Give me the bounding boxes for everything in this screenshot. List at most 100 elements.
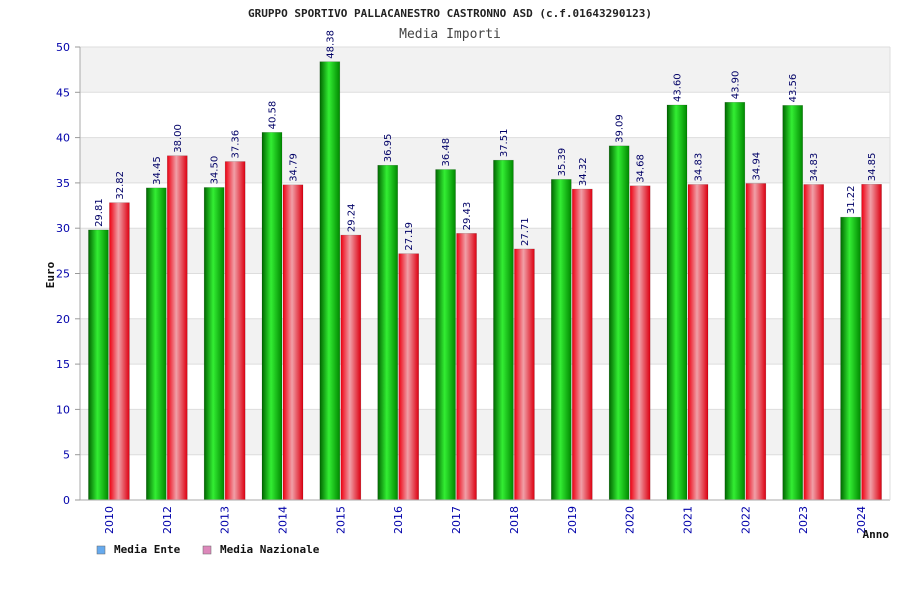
data-label-media-nazionale: 34.94 [751, 152, 762, 181]
legend-swatch-media-ente [96, 545, 106, 555]
x-tick-label: 2021 [682, 506, 695, 534]
y-tick-label: 0 [63, 494, 70, 507]
data-label-media-nazionale: 34.83 [694, 153, 705, 182]
bar-media-nazionale [629, 185, 651, 501]
grid-band [80, 47, 890, 93]
y-axis-label: Euro [44, 261, 57, 288]
y-tick-label: 45 [56, 86, 70, 99]
bar-media-nazionale [340, 234, 362, 501]
data-label-media-ente: 35.39 [557, 148, 568, 177]
grid-band [80, 137, 890, 183]
y-tick-label: 5 [63, 449, 70, 462]
x-tick-label: 2020 [624, 506, 637, 534]
y-tick-label: 25 [56, 268, 70, 281]
data-label-media-ente: 34.50 [210, 156, 221, 185]
legend: Media Ente Media Nazionale [96, 543, 320, 556]
x-tick-label: 2012 [161, 506, 174, 534]
bar-media-nazionale [398, 253, 419, 501]
data-labels: 29.81 32.82 34.45 38.00 34.50 37.36 40.58 34.79… [94, 30, 878, 251]
x-tick-label: 2023 [797, 506, 810, 534]
bar-media-ente [377, 164, 398, 501]
data-label-media-ente: 39.09 [615, 114, 626, 143]
data-label-media-ente: 40.58 [268, 101, 279, 130]
bar-media-ente [146, 187, 167, 501]
bar-media-ente [319, 61, 341, 501]
data-label-media-ente: 43.56 [788, 74, 799, 103]
bar-media-nazionale [109, 202, 130, 501]
x-tick-label: 2013 [219, 506, 232, 534]
bar-media-ente [493, 159, 514, 501]
bar-media-nazionale [167, 155, 188, 501]
data-label-media-nazionale: 29.43 [462, 202, 473, 231]
bar-media-nazionale [861, 184, 882, 501]
bar-media-nazionale [456, 233, 477, 501]
data-label-media-ente: 48.38 [325, 30, 336, 59]
bar-media-nazionale [745, 183, 767, 501]
data-label-media-nazionale: 32.82 [115, 171, 126, 200]
data-label-media-ente: 34.45 [152, 156, 163, 185]
data-label-media-ente: 36.95 [383, 134, 394, 163]
x-tick-label: 2018 [508, 506, 521, 534]
x-tick-label: 2014 [277, 506, 290, 534]
legend-swatch-media-nazionale [202, 545, 212, 555]
x-tick-label: 2024 [855, 506, 868, 534]
bar-media-ente [608, 145, 630, 501]
bar-media-ente [203, 187, 225, 501]
y-tick-label: 50 [56, 41, 70, 54]
data-label-media-nazionale: 34.79 [289, 153, 300, 182]
data-label-media-ente: 29.81 [94, 198, 105, 227]
x-tick-label: 2017 [450, 506, 463, 534]
x-axis-label: Anno [863, 528, 890, 541]
bar-media-nazionale [572, 188, 593, 501]
chart-subtitle: Media Importi [399, 27, 501, 42]
data-label-media-nazionale: 34.85 [867, 153, 878, 182]
data-label-media-nazionale: 38.00 [173, 124, 184, 153]
x-tick-label: 2015 [334, 506, 347, 534]
x-tick-label: 2022 [739, 506, 752, 534]
data-label-media-ente: 43.60 [673, 73, 684, 102]
y-tick-label: 10 [56, 403, 70, 416]
bar-media-nazionale [514, 248, 535, 501]
grid-band [80, 228, 890, 274]
y-tick-labels: 0 5 10 15 20 25 30 35 40 45 50 [56, 41, 80, 507]
bar-media-nazionale [282, 184, 304, 501]
data-label-media-nazionale: 27.19 [404, 222, 415, 251]
data-label-media-nazionale: 34.68 [636, 154, 647, 183]
data-label-media-nazionale: 29.24 [346, 203, 357, 232]
data-label-media-nazionale: 37.36 [231, 130, 242, 159]
data-label-media-ente: 43.90 [730, 71, 741, 100]
bar-media-ente [435, 169, 456, 501]
bar-media-nazionale [687, 184, 709, 501]
data-label-media-ente: 31.22 [846, 186, 857, 215]
data-label-media-nazionale: 34.32 [578, 157, 589, 186]
bar-media-ente [551, 179, 572, 501]
bar-media-nazionale [803, 184, 824, 501]
bar-media-ente [724, 102, 746, 501]
data-label-media-ente: 37.51 [499, 129, 510, 158]
legend-label-media-ente: Media Ente [114, 543, 181, 556]
y-tick-label: 15 [56, 358, 70, 371]
x-tick-label: 2010 [103, 506, 116, 534]
grid-band [80, 409, 890, 455]
y-tick-label: 40 [56, 132, 70, 145]
grid-band [80, 318, 890, 365]
bar-media-ente [666, 104, 688, 501]
bar-media-nazionale [224, 161, 246, 501]
y-tick-label: 30 [56, 222, 70, 235]
data-label-media-nazionale: 27.71 [520, 217, 531, 246]
chart-title: GRUPPO SPORTIVO PALLACANESTRO CASTRONNO … [248, 7, 652, 20]
bar-media-ente [261, 132, 283, 501]
bar-media-ente [88, 229, 109, 501]
data-label-media-nazionale: 34.83 [809, 153, 820, 182]
bar-media-ente [782, 105, 803, 501]
bars [88, 61, 882, 501]
y-tick-label: 35 [56, 177, 70, 190]
bar-media-ente [840, 216, 861, 501]
x-tick-labels: 2010 2012 2013 2014 2015 2016 2017 2018 2019 2020… [103, 506, 868, 534]
data-label-media-ente: 36.48 [441, 138, 452, 167]
y-tick-label: 20 [56, 313, 70, 326]
x-tick-label: 2016 [392, 506, 405, 534]
x-tick-label: 2019 [566, 506, 579, 534]
legend-label-media-nazionale: Media Nazionale [220, 543, 320, 556]
